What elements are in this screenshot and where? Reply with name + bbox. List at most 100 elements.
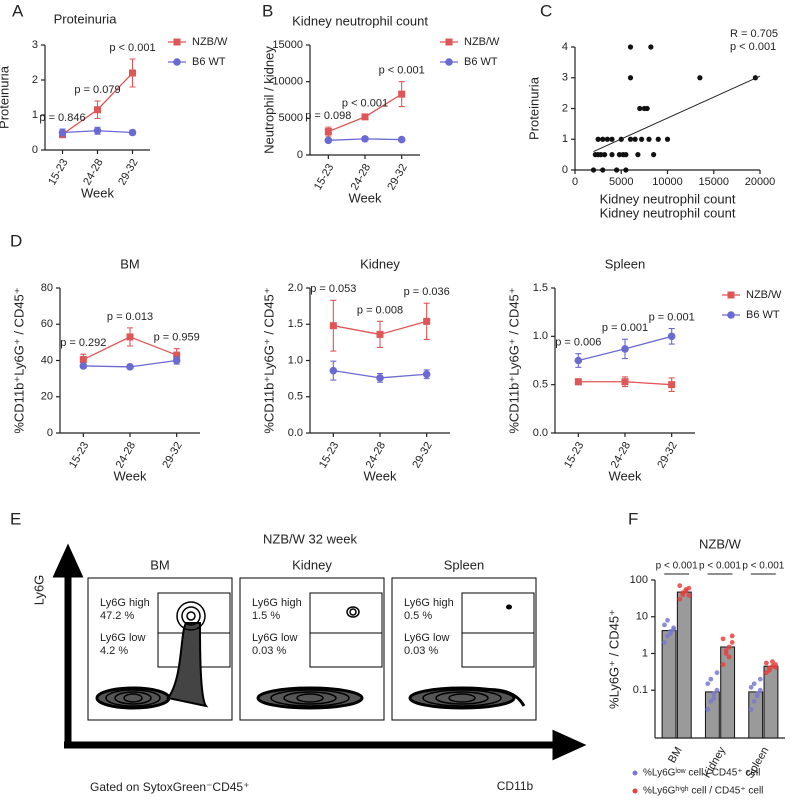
- data-point: [757, 676, 763, 682]
- data-point: [422, 370, 431, 379]
- x-tick-label: 10000: [652, 176, 683, 188]
- x-tick-label: 15-23: [67, 440, 91, 470]
- gate-low: [309, 632, 383, 668]
- x-tick-label: 24-28: [609, 440, 633, 470]
- bar: [704, 691, 720, 739]
- data-point: [665, 617, 670, 623]
- bar: [676, 591, 692, 739]
- legend-marker: [727, 311, 735, 319]
- panel-letter: E: [10, 509, 21, 528]
- data-point: [627, 75, 634, 81]
- panel-letter: D: [10, 231, 22, 250]
- legend-label: NZB/W: [192, 36, 228, 48]
- x-tick-label: 24-28: [114, 440, 138, 470]
- y-tick-label: 0: [562, 164, 568, 176]
- p-value: p < 0.001: [379, 65, 425, 77]
- data-point: [726, 644, 732, 650]
- data-point: [646, 136, 652, 142]
- data-point: [705, 681, 711, 687]
- legend-marker: [173, 58, 181, 66]
- data-point: [639, 136, 645, 142]
- y-tick-label: 0: [32, 144, 38, 156]
- x-tick-label: 29-32: [655, 440, 679, 470]
- legend-label: %Ly6Gˡᵒʷ cell / CD45⁺ cell: [643, 768, 760, 779]
- legend-label: NZB/W: [464, 36, 500, 48]
- data-point: [423, 317, 431, 325]
- y-arrow: [52, 543, 84, 748]
- data-point: [686, 593, 692, 598]
- x-axis-label: Week: [364, 468, 397, 483]
- x-tick-label: 29-32: [160, 440, 184, 470]
- legend-label: B6 WT: [464, 56, 498, 68]
- data-point: [574, 356, 583, 365]
- plot-frame: [391, 577, 537, 721]
- chart-title: NZB/W: [699, 536, 742, 551]
- data-point: [329, 366, 338, 375]
- bar: [748, 691, 764, 739]
- y-axis-label: Ly6G: [31, 575, 46, 606]
- y-axis-label: %CD11b⁺Ly6G⁺ / CD45⁺: [11, 287, 26, 433]
- data-point: [128, 128, 137, 137]
- data-point: [94, 106, 101, 114]
- y-tick-label: 0.5: [533, 379, 548, 391]
- p-value: p = 0.846: [39, 112, 85, 124]
- bar: [661, 630, 677, 739]
- chart-title: Spleen: [605, 256, 645, 271]
- contour: [346, 606, 360, 618]
- panel-letter: A: [12, 1, 24, 20]
- data-point: [748, 684, 754, 690]
- legend-marker: [727, 291, 735, 299]
- gate-value: 0.03 %: [404, 645, 438, 657]
- data-point: [627, 44, 634, 50]
- legend-marker: [445, 38, 453, 46]
- data-point: [770, 659, 775, 665]
- data-point: [671, 627, 677, 632]
- y-tick-label: 1: [562, 133, 568, 145]
- gate-label: Ly6G low: [404, 632, 450, 644]
- data-point: [757, 687, 763, 693]
- data-point: [751, 681, 757, 687]
- y-tick-label: 1.5: [533, 282, 548, 294]
- chart-title: Proteinuria: [54, 11, 118, 26]
- y-tick-label: 0.5: [288, 391, 303, 403]
- p-value: p = 0.036: [404, 286, 450, 298]
- data-point: [324, 136, 333, 145]
- data-point: [677, 583, 683, 589]
- x-axis-label: Week: [81, 185, 114, 200]
- data-point: [397, 135, 406, 144]
- data-point: [644, 105, 650, 112]
- contour: [408, 686, 516, 710]
- p-value: p < 0.001: [742, 561, 784, 572]
- data-point: [667, 332, 676, 341]
- legend-marker: [632, 788, 638, 794]
- y-tick-label: 3: [562, 72, 568, 84]
- y-tick-label: 15000: [272, 39, 303, 51]
- y-axis-label: %Ly6G⁺ / CD45⁺: [606, 609, 621, 709]
- x-tick-label: 15000: [698, 176, 729, 188]
- contour: [166, 622, 209, 708]
- y-tick-label: 80: [41, 282, 53, 294]
- p-value: p = 0.006: [555, 337, 601, 349]
- y-tick-label: 2: [562, 102, 568, 114]
- x-tick-label: 29-32: [116, 157, 140, 187]
- legend-marker: [173, 38, 181, 46]
- y-tick-label: 40: [41, 354, 53, 366]
- contour: [435, 691, 489, 705]
- fit-line: [593, 75, 761, 153]
- data-point: [329, 322, 337, 330]
- x-tick-label: 24-28: [81, 157, 105, 187]
- legend-marker: [632, 770, 638, 776]
- gate-low: [461, 632, 535, 668]
- p-value: p = 0.008: [357, 304, 403, 316]
- data-point: [58, 128, 67, 137]
- plot-title: Kidney: [292, 557, 332, 572]
- x-tick-label: 5000: [609, 176, 633, 188]
- x-axis-label: Week: [609, 468, 642, 483]
- data-point: [621, 345, 629, 353]
- y-tick-label: 3: [32, 39, 38, 51]
- data-point: [708, 698, 714, 704]
- data-point: [376, 330, 384, 338]
- x-tick-label: 15-23: [562, 440, 586, 470]
- data-point: [598, 152, 604, 158]
- x-tick-label: 29-32: [410, 440, 434, 470]
